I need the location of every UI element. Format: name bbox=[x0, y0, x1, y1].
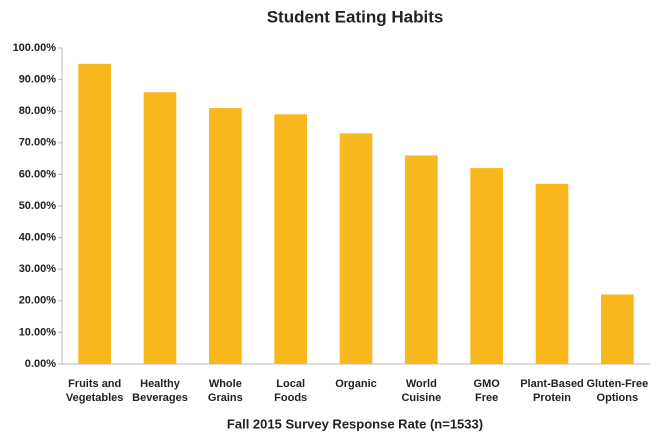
x-tick-label: World Cuisine bbox=[401, 378, 441, 404]
y-tick-label: 50.00% bbox=[19, 200, 57, 212]
chart-title: Student Eating Habits bbox=[267, 7, 444, 26]
bar bbox=[143, 92, 177, 365]
y-tick-label: 60.00% bbox=[19, 168, 57, 180]
x-tick-label: Plant-Based Protein bbox=[520, 378, 584, 404]
x-tick-label: Organic bbox=[335, 378, 377, 390]
y-tick-label: 80.00% bbox=[19, 105, 57, 117]
x-tick-label: GMO Free bbox=[474, 378, 501, 404]
x-axis-label: Fall 2015 Survey Response Rate (n=1533) bbox=[227, 416, 483, 431]
bar bbox=[470, 168, 503, 364]
x-tick-label: Healthy Beverages bbox=[132, 378, 188, 404]
y-tick-label: 90.00% bbox=[19, 74, 57, 86]
y-tick-label: 30.00% bbox=[19, 263, 57, 275]
y-tick-label: 70.00% bbox=[19, 137, 57, 149]
x-tick-label: Local Foods bbox=[274, 378, 307, 404]
bar bbox=[209, 108, 242, 364]
y-tick-label: 20.00% bbox=[19, 295, 57, 307]
bar bbox=[78, 63, 111, 365]
y-tick-label: 40.00% bbox=[19, 232, 57, 244]
bar bbox=[601, 294, 634, 364]
bar bbox=[405, 155, 438, 364]
x-tick-label: Whole Grains bbox=[208, 378, 243, 404]
bar bbox=[339, 133, 373, 364]
bar bbox=[274, 114, 307, 364]
x-tick-label: Fruits and Vegetables bbox=[66, 378, 123, 404]
y-tick-label: 0.00% bbox=[25, 358, 56, 370]
y-tick-label: 100.00% bbox=[13, 42, 57, 54]
y-tick-label: 10.00% bbox=[19, 326, 57, 338]
bar bbox=[535, 183, 569, 364]
x-tick-label: Gluten-Free Options bbox=[586, 378, 648, 404]
